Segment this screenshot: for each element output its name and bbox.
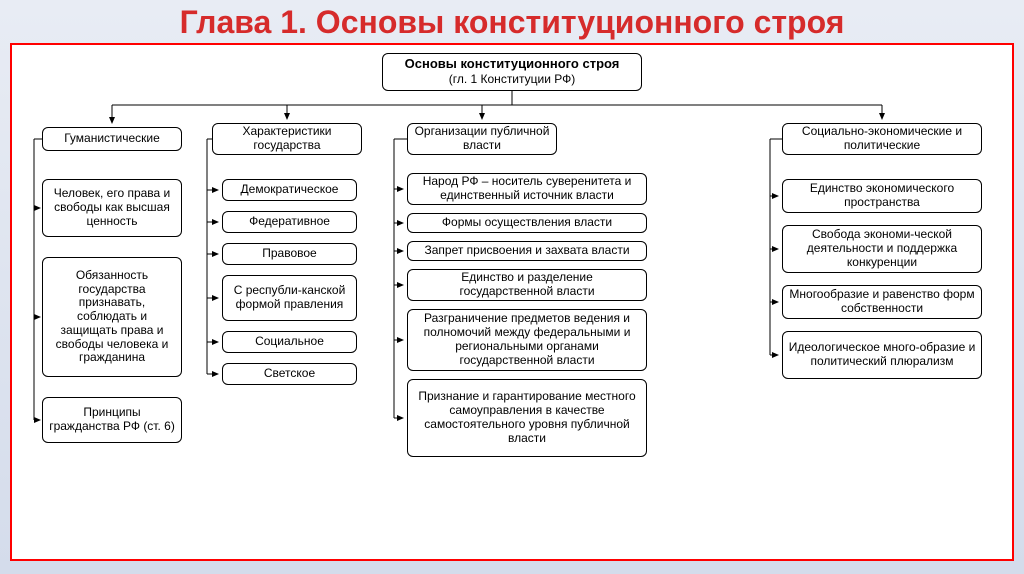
col2-item: Правовое xyxy=(222,243,357,265)
page-title: Глава 1. Основы конституционного строя xyxy=(0,0,1024,43)
col3-item: Разграничение предметов ведения и полном… xyxy=(407,309,647,371)
col2-item: Федеративное xyxy=(222,211,357,233)
diagram-frame: Основы конституционного строя (гл. 1 Кон… xyxy=(10,43,1014,561)
col3-item: Признание и гарантирование местного само… xyxy=(407,379,647,457)
col3-item: Формы осуществления власти xyxy=(407,213,647,233)
col3-item: Запрет присвоения и захвата власти xyxy=(407,241,647,261)
col3-item: Народ РФ – носитель суверенитета и единс… xyxy=(407,173,647,205)
col4-item: Единство экономического пространства xyxy=(782,179,982,213)
col1-item: Человек, его права и свободы как высшая … xyxy=(42,179,182,237)
col4-item: Свобода экономи-ческой деятельности и по… xyxy=(782,225,982,273)
col2-item: Социальное xyxy=(222,331,357,353)
col2-item: Демократическое xyxy=(222,179,357,201)
col2-item: С республи-канской формой правления xyxy=(222,275,357,321)
col4-item: Идеологическое много-образие и политичес… xyxy=(782,331,982,379)
root-subtitle: (гл. 1 Конституции РФ) xyxy=(449,72,576,86)
col2-header: Характеристики государства xyxy=(212,123,362,155)
root-node: Основы конституционного строя (гл. 1 Кон… xyxy=(382,53,642,91)
col1-item: Принципы гражданства РФ (ст. 6) xyxy=(42,397,182,443)
col3-header: Организации публичной власти xyxy=(407,123,557,155)
col4-header: Социально-экономические и политические xyxy=(782,123,982,155)
col1-item: Обязанность государства признавать, собл… xyxy=(42,257,182,377)
col3-item: Единство и разделение государственной вл… xyxy=(407,269,647,301)
root-title: Основы конституционного строя xyxy=(405,56,620,71)
col4-item: Многообразие и равенство форм собственно… xyxy=(782,285,982,319)
col2-item: Светское xyxy=(222,363,357,385)
col1-header: Гуманистические xyxy=(42,127,182,151)
